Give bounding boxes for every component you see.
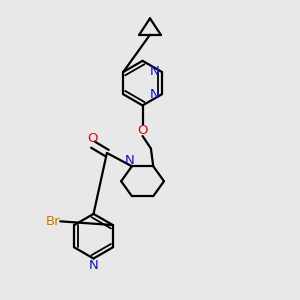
Text: O: O (138, 124, 148, 137)
Text: O: O (88, 132, 98, 145)
Text: N: N (89, 259, 98, 272)
Text: N: N (149, 65, 159, 79)
Text: N: N (149, 88, 159, 101)
Text: Br: Br (46, 215, 61, 228)
Text: N: N (124, 154, 134, 167)
